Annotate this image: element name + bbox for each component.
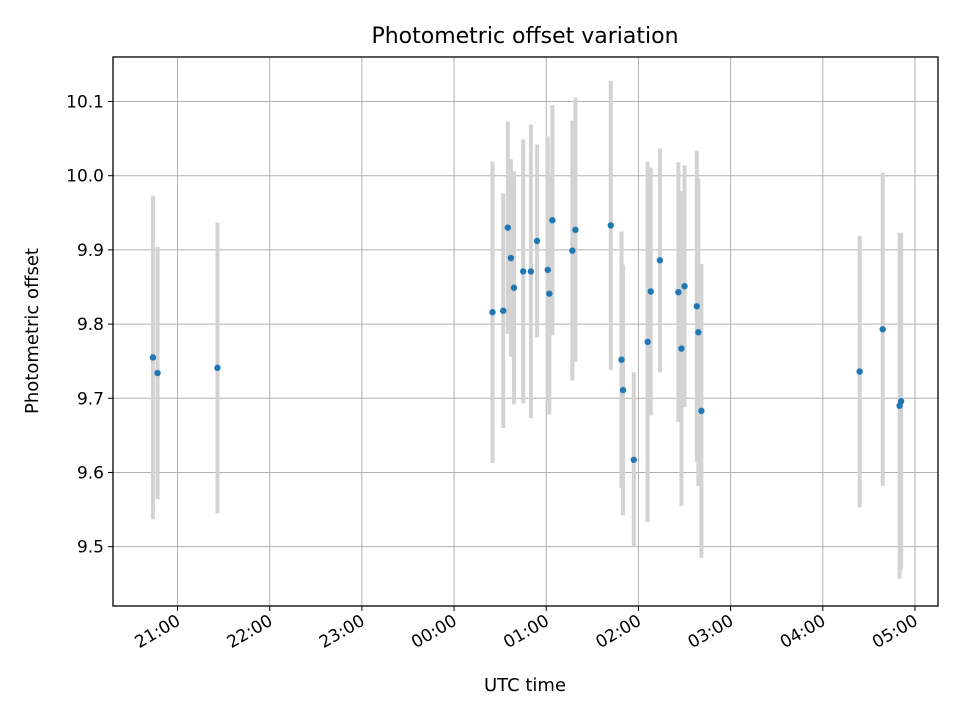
data-point [693,303,700,310]
data-point [527,268,535,275]
y-tick-label: 9.6 [77,463,104,483]
plot-frame [112,56,939,607]
y-tick-label: 10.1 [66,93,104,113]
data-point [500,307,507,314]
data-point [149,354,157,361]
y-tick-label: 9.7 [77,389,104,409]
data-markers [149,217,905,464]
data-point [698,407,705,415]
data-point [489,309,496,316]
data-point [154,369,161,377]
data-point [546,290,553,297]
data-point [856,368,863,375]
data-point [644,338,651,346]
y-tick-label: 9.8 [77,315,104,335]
y-axis-label: Photometric offset [22,248,43,414]
y-tick-label: 9.9 [77,241,104,261]
grid [113,57,938,606]
data-point [607,222,614,229]
data-point [630,456,638,464]
data-point [656,257,664,264]
data-point [675,288,682,296]
data-point [572,226,579,234]
data-point [214,364,221,372]
data-point [619,386,627,394]
x-axis-label: UTC time [484,675,566,696]
data-point [544,266,551,274]
data-point [618,356,625,363]
data-point [647,288,654,295]
data-point [897,398,905,405]
data-point [678,345,685,352]
data-point [507,254,515,262]
chart-title: Photometric offset variation [371,24,678,49]
data-point [510,284,518,291]
y-axis-ticks: 9.5 9.6 9.7 9.8 9.9 10.0 10.1 [66,93,113,558]
y-tick-label: 9.5 [77,538,104,558]
data-point [549,217,556,224]
data-point [519,268,527,275]
data-point [504,224,512,231]
data-point [695,329,702,336]
data-point [533,237,541,245]
data-point [879,326,886,333]
data-point [681,283,688,290]
y-tick-label: 10.0 [66,167,104,187]
data-point [569,247,576,254]
